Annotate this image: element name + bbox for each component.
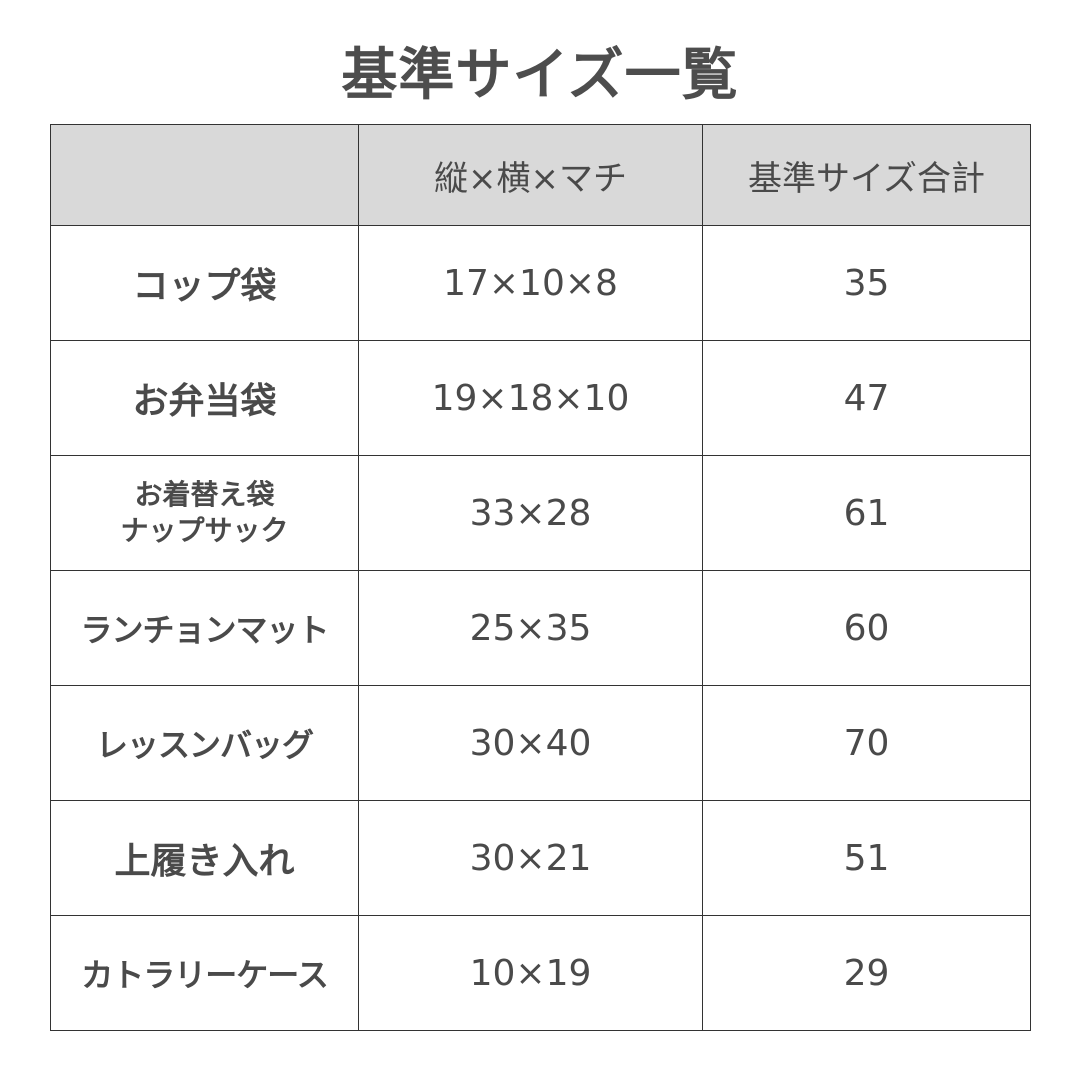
- item-cell: 上履き入れ: [50, 800, 359, 916]
- table-row: お弁当袋 19×18×10 47: [50, 340, 1031, 456]
- table-row: お着替え袋 ナップサック 33×28 61: [50, 455, 1031, 571]
- item-name: カトラリーケース: [81, 956, 328, 994]
- item-cell: カトラリーケース: [50, 915, 359, 1031]
- item-cell: お着替え袋 ナップサック: [50, 455, 359, 571]
- item-cell: コップ袋: [50, 225, 359, 341]
- header-total: 基準サイズ合計: [702, 124, 1031, 226]
- item-name: レッスンバッグ: [95, 726, 314, 764]
- table-row: 上履き入れ 30×21 51: [50, 800, 1031, 916]
- page-title: 基準サイズ一覧: [341, 43, 739, 108]
- table-row: カトラリーケース 10×19 29: [50, 915, 1031, 1031]
- dimensions-cell: 30×21: [358, 800, 703, 916]
- table-row: ランチョンマット 25×35 60: [50, 570, 1031, 686]
- item-name: 上履き入れ: [114, 841, 295, 882]
- dimensions-cell: 10×19: [358, 915, 703, 1031]
- total-cell: 29: [702, 915, 1031, 1031]
- total-cell: 35: [702, 225, 1031, 341]
- dimensions-cell: 30×40: [358, 685, 703, 801]
- table-row: レッスンバッグ 30×40 70: [50, 685, 1031, 801]
- item-cell: お弁当袋: [50, 340, 359, 456]
- table-header-row: 縦×横×マチ 基準サイズ合計: [50, 124, 1031, 226]
- item-cell: レッスンバッグ: [50, 685, 359, 801]
- dimensions-cell: 19×18×10: [358, 340, 703, 456]
- total-cell: 61: [702, 455, 1031, 571]
- total-cell: 47: [702, 340, 1031, 456]
- dimensions-cell: 25×35: [358, 570, 703, 686]
- item-name-line-2: ナップサック: [120, 514, 289, 547]
- size-table: 縦×横×マチ 基準サイズ合計 コップ袋 17×10×8 35 お弁当袋 19×1…: [50, 124, 1031, 1031]
- header-item: [50, 124, 359, 226]
- item-name-line-1: お着替え袋: [134, 478, 275, 511]
- total-cell: 60: [702, 570, 1031, 686]
- header-dimensions: 縦×横×マチ: [358, 124, 703, 226]
- table-row: コップ袋 17×10×8 35: [50, 225, 1031, 341]
- total-cell: 70: [702, 685, 1031, 801]
- dimensions-cell: 17×10×8: [358, 225, 703, 341]
- item-name: コップ袋: [132, 266, 277, 307]
- total-cell: 51: [702, 800, 1031, 916]
- item-name: お弁当袋: [132, 381, 277, 422]
- dimensions-cell: 33×28: [358, 455, 703, 571]
- item-cell: ランチョンマット: [50, 570, 359, 686]
- item-name: ランチョンマット: [80, 611, 329, 649]
